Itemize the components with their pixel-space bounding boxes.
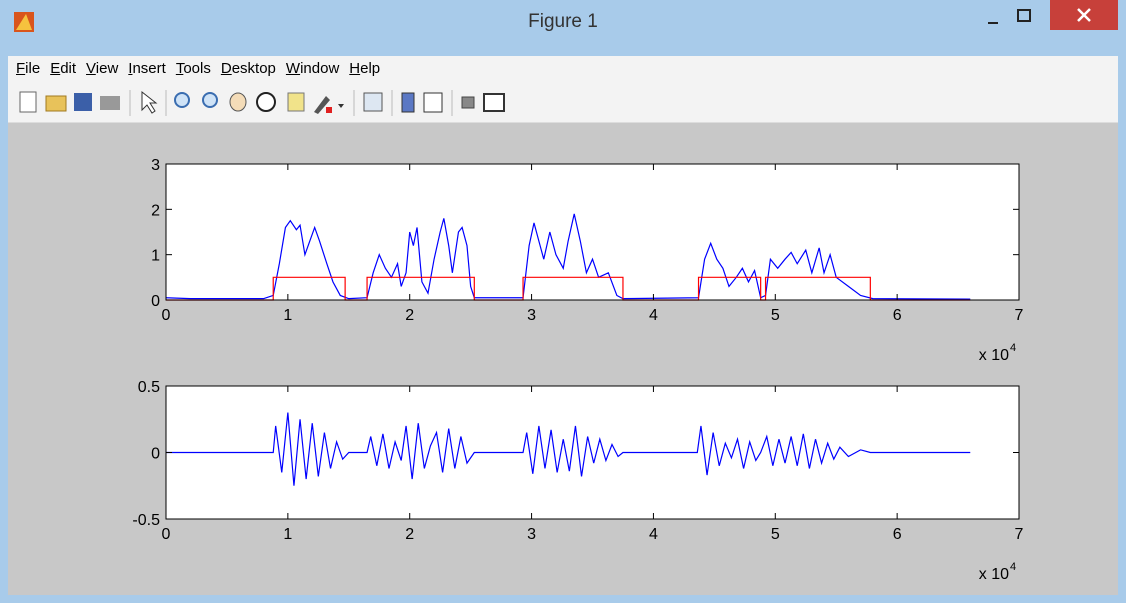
y-tick-label: 3 — [151, 157, 160, 174]
y-tick-label: 1 — [151, 248, 160, 265]
datacursor-icon[interactable] — [288, 93, 304, 111]
x-tick-label: 7 — [1015, 526, 1024, 543]
link-icon[interactable] — [364, 93, 382, 111]
rotate-icon[interactable] — [257, 93, 275, 111]
x-tick-label: 7 — [1015, 307, 1024, 324]
axes-background — [166, 164, 1019, 300]
menu-bar: File Edit View Insert Tools Desktop Window Help — [8, 56, 1118, 84]
save-icon[interactable] — [74, 93, 92, 111]
legend-icon[interactable] — [424, 93, 442, 112]
x-tick-label: 0 — [162, 307, 171, 324]
y-tick-label: 0.5 — [138, 379, 160, 396]
x-scale-exponent: 4 — [1010, 561, 1016, 573]
menu-item[interactable]: Desktop — [221, 60, 278, 77]
x-scale-label: x 10 — [979, 347, 1009, 364]
colorbar-icon[interactable] — [402, 93, 414, 112]
print-icon[interactable] — [100, 96, 120, 110]
y-tick-label: 0 — [151, 293, 160, 310]
menu-item[interactable]: Insert — [128, 60, 168, 77]
pan-icon[interactable] — [230, 93, 246, 111]
menu-item[interactable]: Edit — [50, 60, 78, 77]
menu-item[interactable]: Window — [286, 60, 341, 77]
x-tick-label: 5 — [771, 307, 780, 324]
toolbar-icons — [8, 84, 708, 122]
x-scale-label: x 10 — [979, 566, 1009, 583]
x-tick-label: 4 — [649, 526, 658, 543]
menu-item[interactable]: Tools — [176, 60, 213, 77]
x-tick-label: 3 — [527, 526, 536, 543]
x-tick-label: 1 — [283, 307, 292, 324]
x-tick-label: 1 — [283, 526, 292, 543]
x-tick-label: 4 — [649, 307, 658, 324]
y-tick-label: 0 — [151, 446, 160, 463]
y-tick-label: -0.5 — [132, 512, 160, 529]
open-icon[interactable] — [46, 96, 66, 111]
menu-item[interactable]: View — [86, 60, 120, 77]
hide-tools-icon[interactable] — [462, 97, 474, 108]
dropdown-arrow[interactable] — [338, 104, 344, 108]
zoom-out-icon[interactable] — [203, 93, 217, 107]
window: Figure 1 File Edit View Insert Tools Desktop W… — [0, 0, 1126, 603]
x-tick-label: 6 — [893, 526, 902, 543]
x-scale-exponent: 4 — [1010, 342, 1016, 354]
pointer-icon[interactable] — [142, 92, 156, 113]
new-icon[interactable] — [20, 92, 36, 112]
menu-item[interactable]: File — [16, 60, 42, 77]
x-tick-label: 3 — [527, 307, 536, 324]
x-tick-label: 0 — [162, 526, 171, 543]
x-tick-label: 2 — [405, 526, 414, 543]
x-tick-label: 6 — [893, 307, 902, 324]
x-tick-label: 5 — [771, 526, 780, 543]
brush-color — [326, 107, 332, 113]
x-tick-label: 2 — [405, 307, 414, 324]
zoom-in-icon[interactable] — [175, 93, 189, 107]
menu-item[interactable]: Help — [349, 60, 382, 77]
toolbar — [8, 84, 1118, 123]
y-tick-label: 2 — [151, 202, 160, 219]
show-tools-icon[interactable] — [484, 94, 504, 111]
window-title: Figure 1 — [0, 0, 1126, 33]
